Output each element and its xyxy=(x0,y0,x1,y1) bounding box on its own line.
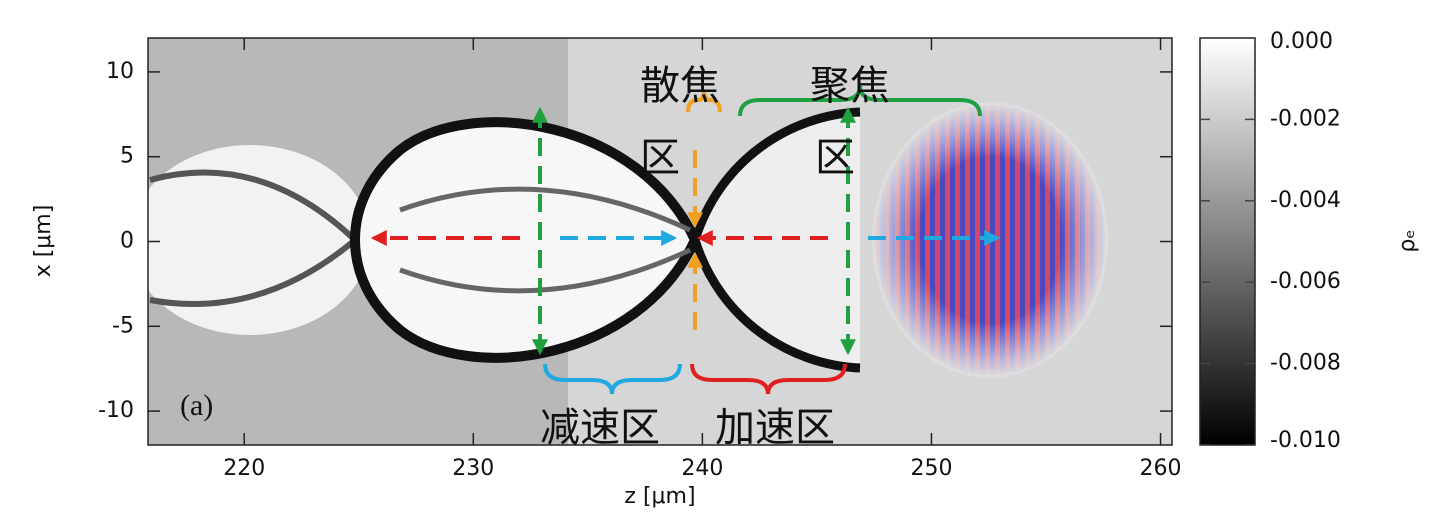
y-tick-label: -10 xyxy=(98,398,134,423)
annotation: 散焦 xyxy=(640,63,720,109)
x-tick-label: 240 xyxy=(681,456,723,481)
colorbar-tick-label: -0.008 xyxy=(1270,351,1341,376)
colorbar-tick-label: -0.004 xyxy=(1270,188,1341,213)
x-tick-label: 230 xyxy=(452,456,494,481)
x-axis-label: z [μm] xyxy=(624,484,695,509)
colorbar-label: ρₑ xyxy=(1395,229,1420,252)
annotation: 区 xyxy=(640,135,680,181)
colorbar-tick-label: 0.000 xyxy=(1270,29,1333,54)
colorbar xyxy=(1200,38,1255,445)
x-tick-label: 220 xyxy=(223,456,265,481)
y-axis-label: x [μm] xyxy=(31,205,56,278)
annotation: 加速区 xyxy=(715,405,835,451)
colorbar-tick-label: -0.006 xyxy=(1270,269,1341,294)
y-tick-label: 5 xyxy=(120,144,134,169)
figure: z [μm] x [μm] ρₑ 220 230 240 250 260 -10 -5 0 5 1… xyxy=(0,0,1432,517)
annotation: 聚焦 xyxy=(810,63,890,109)
colorbar-tick-label: -0.010 xyxy=(1270,428,1341,453)
annotation: (a) xyxy=(180,389,213,422)
x-tick-label: 260 xyxy=(1140,456,1182,481)
y-tick-label: -5 xyxy=(112,313,134,338)
x-tick-label: 250 xyxy=(910,456,952,481)
annotation: 区 xyxy=(815,135,855,181)
page: z [μm] x [μm] ρₑ 220 230 240 250 260 -10 -5 0 5 1… xyxy=(0,0,1432,517)
y-tick-label: 10 xyxy=(106,59,134,84)
y-tick-label: 0 xyxy=(120,229,134,254)
colorbar-tick-label: -0.002 xyxy=(1270,106,1341,131)
annotation: 减速区 xyxy=(540,405,660,451)
